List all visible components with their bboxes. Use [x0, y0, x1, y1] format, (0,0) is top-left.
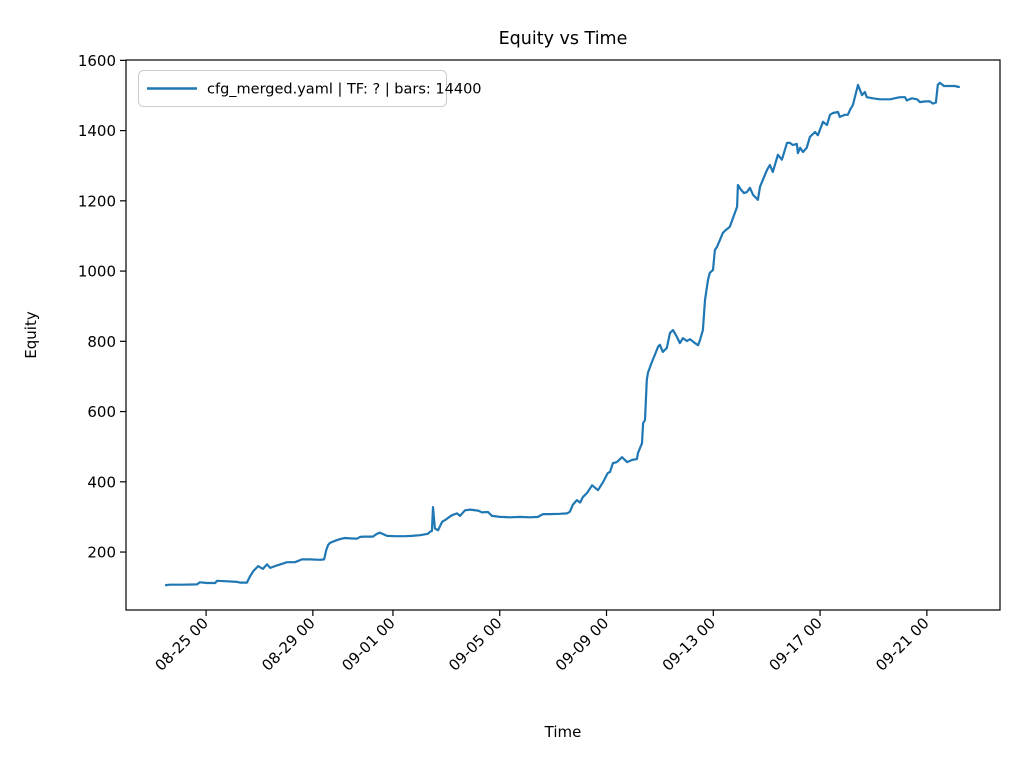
legend: cfg_merged.yaml | TF: ? | bars: 14400: [138, 70, 482, 107]
x-tick-label: 08-25 00: [151, 614, 211, 674]
y-tick-label: 1600: [78, 52, 116, 70]
x-tick-label: 09-05 00: [445, 614, 505, 674]
y-tick-label: 800: [87, 333, 116, 351]
series-lines: [164, 81, 961, 587]
y-axis-ticks: 200 400 600 800 1000 1200 1400 1600: [78, 52, 126, 562]
y-tick-label: 200: [87, 544, 116, 562]
x-tick-label: 09-21 00: [872, 614, 932, 674]
y-tick-label: 600: [87, 403, 116, 421]
equity-line: [164, 81, 961, 587]
y-axis-label: Equity: [22, 311, 40, 359]
legend-box: [138, 70, 447, 107]
x-tick-label: 09-17 00: [765, 614, 825, 674]
y-tick-label: 1200: [78, 192, 116, 210]
legend-entry-label: cfg_merged.yaml | TF: ? | bars: 14400: [207, 82, 482, 98]
x-axis-ticks: 08-25 00 08-29 00 09-01 00 09-05 00 09-09 00…: [151, 610, 933, 675]
x-tick-label: 09-01 00: [338, 614, 398, 674]
chart-title: Equity vs Time: [499, 29, 628, 49]
y-tick-label: 1000: [78, 263, 116, 281]
x-tick-label: 08-29 00: [258, 614, 318, 674]
plot-area: [125, 59, 1001, 611]
y-tick-label: 1400: [78, 122, 116, 140]
x-axis-label: Time: [544, 723, 582, 741]
x-tick-label: 09-09 00: [552, 614, 612, 674]
y-tick-label: 400: [87, 473, 116, 491]
x-tick-label: 09-13 00: [659, 614, 719, 674]
